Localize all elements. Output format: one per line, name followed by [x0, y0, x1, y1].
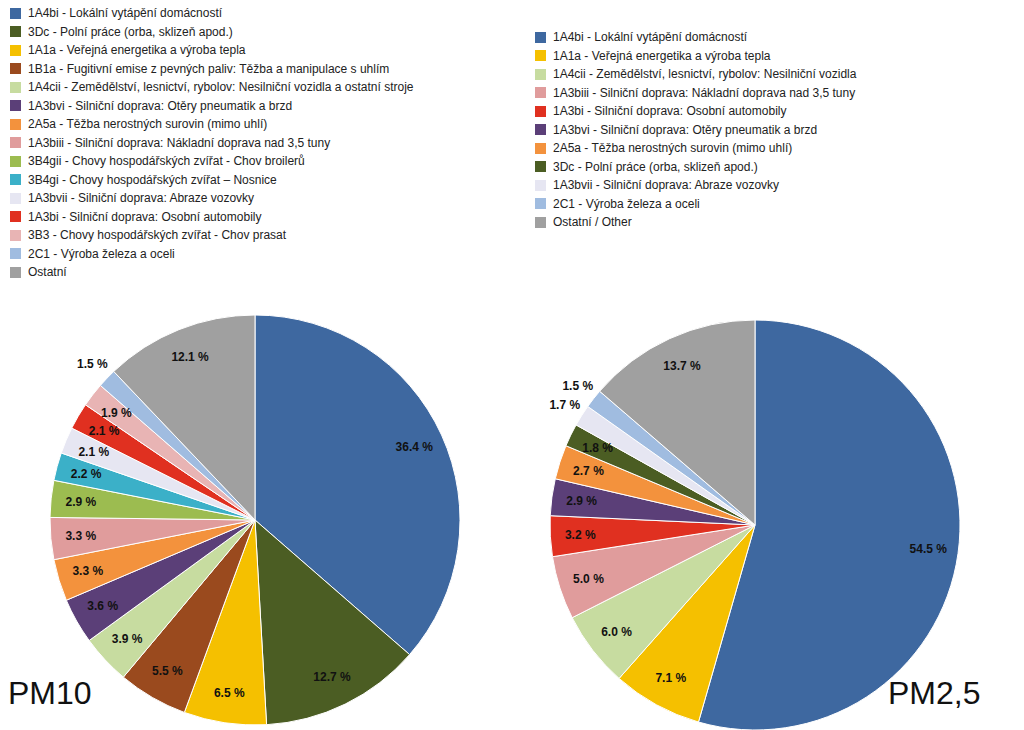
svg-text:2.9 %: 2.9 %: [66, 495, 97, 509]
html-text:2C1 - Výroba železa a oceli: 2C1 - Výroba železa a oceli: [553, 196, 700, 211]
html-text:1A1a - Veřejná energetika a vý: 1A1a - Veřejná energetika a výroba tepla: [553, 48, 771, 63]
html-text:3B4gi - Chovy hospodářských zv: 3B4gi - Chovy hospodářských zvířat – Nos…: [28, 172, 277, 187]
html-text:1B1a - Fugitivní emise z pevný: 1B1a - Fugitivní emise z pevných paliv: …: [28, 61, 390, 76]
html-text:1A4bi - Lokální vytápění domác: 1A4bi - Lokální vytápění domácností: [28, 6, 223, 21]
svg-text:54.5 %: 54.5 %: [910, 542, 948, 556]
svg-text:2.1 %: 2.1 %: [89, 424, 120, 438]
svg-text:3.3 %: 3.3 %: [72, 564, 103, 578]
html-text:Ostatní: Ostatní: [28, 265, 67, 280]
html-text:1A3bvii - Silniční doprava: Ab: 1A3bvii - Silniční doprava: Abraze vozov…: [28, 191, 255, 206]
html-text:Ostatní / Other: Ostatní / Other: [553, 215, 632, 230]
html-text:3Dc - Polní práce (orba, skliz: 3Dc - Polní práce (orba, sklizeň apod.): [553, 159, 758, 174]
svg-text:13.7 %: 13.7 %: [663, 359, 701, 373]
svg-text:2.9 %: 2.9 %: [566, 494, 597, 508]
svg-text:12.1 %: 12.1 %: [171, 350, 209, 364]
html-text:3B4gii - Chovy hospodářských z: 3B4gii - Chovy hospodářských zvířat - Ch…: [28, 154, 305, 169]
svg-text:2.1 %: 2.1 %: [78, 445, 109, 459]
html-text:PM10: PM10: [8, 675, 92, 711]
svg-text:5.5 %: 5.5 %: [152, 664, 183, 678]
svg-text:3.6 %: 3.6 %: [87, 599, 118, 613]
html-text:1A3bi - Silniční doprava: Osob: 1A3bi - Silniční doprava: Osobní automob…: [553, 104, 787, 119]
html-text:3Dc - Polní práce (orba, skliz: 3Dc - Polní práce (orba, sklizeň apod.): [28, 24, 233, 39]
svg-text:1.5 %: 1.5 %: [77, 357, 108, 371]
html-text:1A4bi - Lokální vytápění domác: 1A4bi - Lokální vytápění domácností: [553, 30, 748, 45]
svg-text:3.3 %: 3.3 %: [65, 529, 96, 543]
svg-text:1.5 %: 1.5 %: [562, 379, 593, 393]
svg-text:7.1 %: 7.1 %: [655, 671, 686, 685]
svg-text:12.7 %: 12.7 %: [313, 670, 351, 684]
html-text:3B3 - Chovy hospodářských zvíř: 3B3 - Chovy hospodářských zvířat - Chov …: [28, 228, 287, 243]
html-text:2A5a - Těžba nerostných surovi: 2A5a - Těžba nerostných surovin (mimo uh…: [553, 141, 793, 156]
svg-text:36.4 %: 36.4 %: [396, 440, 434, 454]
svg-text:1.9 %: 1.9 %: [101, 406, 132, 420]
svg-text:3.9 %: 3.9 %: [112, 632, 143, 646]
html-text:2C1 - Výroba železa a oceli: 2C1 - Výroba železa a oceli: [28, 246, 175, 261]
html-text:1A3bi - Silniční doprava: Osob: 1A3bi - Silniční doprava: Osobní automob…: [28, 209, 262, 224]
html-text:1A3biii - Silniční doprava: Ná: 1A3biii - Silniční doprava: Nákladní dop…: [28, 135, 331, 150]
html-text:2A5a - Těžba nerostných surovi: 2A5a - Těžba nerostných surovin (mimo uh…: [28, 117, 268, 132]
html-text:1A3bvi - Silniční doprava: Otě: 1A3bvi - Silniční doprava: Otěry pneumat…: [28, 98, 293, 113]
svg-text:6.5 %: 6.5 %: [214, 686, 245, 700]
html-text:1A4cii - Zemědělství, lesnictv: 1A4cii - Zemědělství, lesnictví, rybolov…: [28, 80, 414, 95]
svg-text:2.7 %: 2.7 %: [573, 464, 604, 478]
svg-text:1.8 %: 1.8 %: [582, 441, 613, 455]
html-text:1A4cii - Zemědělství, lesnictv: 1A4cii - Zemědělství, lesnictví, rybolov…: [553, 67, 857, 82]
html-text:PM2,5: PM2,5: [888, 675, 981, 711]
svg-text:2.2 %: 2.2 %: [71, 467, 102, 481]
html-text:1A3bvi - Silniční doprava: Otě: 1A3bvi - Silniční doprava: Otěry pneumat…: [553, 122, 818, 137]
svg-text:3.2 %: 3.2 %: [565, 528, 596, 542]
svg-text:6.0 %: 6.0 %: [601, 625, 632, 639]
html-text:1A1a - Veřejná energetika a vý: 1A1a - Veřejná energetika a výroba tepla: [28, 43, 246, 58]
html-text:1A3biii - Silniční doprava: Ná: 1A3biii - Silniční doprava: Nákladní dop…: [553, 85, 856, 100]
svg-text:1.7 %: 1.7 %: [549, 398, 580, 412]
svg-text:5.0 %: 5.0 %: [573, 572, 604, 586]
html-text:1A3bvii - Silniční doprava: Ab: 1A3bvii - Silniční doprava: Abraze vozov…: [553, 178, 780, 193]
